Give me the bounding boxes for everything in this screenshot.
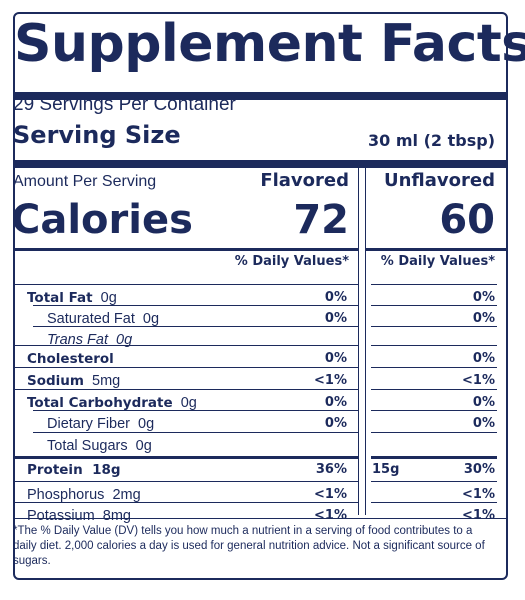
row-divider-unflavored	[371, 432, 497, 433]
unflavored-dv: 0%	[472, 395, 495, 410]
row-divider-flavored	[33, 326, 358, 327]
nutrient-amount: 0g	[130, 416, 155, 432]
nutrient-row: Phosphorus 2mg	[27, 486, 141, 504]
nutrient-amount: 5mg	[83, 373, 121, 389]
row-divider-unflavored	[371, 326, 497, 327]
nutrient-amount: 0g	[92, 290, 117, 306]
panel-title: Supplement Facts	[14, 14, 525, 74]
nutrient-row: Dietary Fiber 0g	[47, 415, 154, 433]
nutrient-name: Protein	[27, 462, 83, 478]
flavored-dv: <1%	[314, 487, 347, 502]
row-divider-unflavored	[371, 481, 497, 482]
nutrient-name: Cholesterol	[27, 351, 114, 367]
nutrient-row: Saturated Fat 0g	[47, 310, 159, 328]
nutrient-name: Total Fat	[27, 290, 93, 306]
unflavored-dv: 30%	[463, 462, 495, 477]
nutrient-amount: 0g	[134, 311, 160, 327]
nutrient-name: Potassium	[27, 508, 95, 524]
unflavored-dv: <1%	[462, 487, 495, 502]
nutrient-name: Dietary Fiber	[47, 416, 130, 432]
unflavored-dv: 0%	[472, 311, 495, 326]
calories-divider-unflavored	[366, 248, 508, 251]
nutrient-name: Total Carbohydrate	[27, 395, 173, 411]
nutrient-row: Total Sugars 0g	[47, 437, 152, 455]
dv-header-unflavored: % Daily Values*	[380, 254, 495, 269]
footnote: *The % Daily Value (DV) tells you how mu…	[13, 525, 485, 567]
unflavored-dv: <1%	[462, 373, 495, 388]
flavored-dv: 0%	[324, 290, 347, 305]
calories-label: Calories	[11, 197, 193, 243]
row-divider-flavored	[33, 305, 358, 306]
nutrient-name: Trans Fat	[47, 332, 108, 348]
footnote-divider	[13, 518, 508, 519]
row-divider-flavored	[33, 410, 358, 411]
nutrient-row: Cholesterol	[27, 350, 114, 368]
serving-divider	[13, 160, 508, 168]
row-divider-unflavored	[371, 305, 497, 306]
row-divider-flavored	[13, 481, 358, 482]
row-divider-flavored	[13, 345, 358, 346]
row-divider-unflavored	[371, 389, 497, 390]
nutrient-row: Total Fat 0g	[27, 289, 117, 307]
nutrient-name: Total Sugars	[47, 438, 128, 454]
row-divider-unflavored	[371, 456, 497, 459]
flavored-dv: 0%	[324, 395, 347, 410]
flavored-dv: 0%	[324, 351, 347, 366]
dv-header-flavored: % Daily Values*	[234, 254, 349, 269]
row-divider-flavored	[13, 456, 358, 459]
nutrient-row: Sodium 5mg	[27, 372, 120, 390]
nutrient-row: Total Carbohydrate 0g	[27, 394, 197, 412]
nutrient-name: Sodium	[27, 373, 84, 389]
serving-size-label: Serving Size	[13, 121, 181, 149]
nutrient-amount: 0g	[107, 332, 133, 348]
title-divider	[13, 92, 508, 100]
unflavored-dv: 0%	[472, 290, 495, 305]
row-divider-unflavored	[371, 410, 497, 411]
supplement-facts-panel	[13, 12, 508, 580]
nutrient-name: Saturated Fat	[47, 311, 135, 327]
row-divider-unflavored	[371, 367, 497, 368]
row-divider-flavored	[13, 502, 358, 503]
nutrient-row: Trans Fat 0g	[47, 331, 132, 349]
servings-per-container: 29 Servings Per Container	[13, 94, 236, 115]
serving-size-value: 30 ml (2 tbsp)	[368, 131, 495, 150]
flavored-column-header: Flavored	[260, 170, 349, 191]
calories-unflavored: 60	[439, 197, 495, 243]
column-separator-left	[358, 164, 359, 515]
nutrient-amount: 0g	[172, 395, 197, 411]
row-divider-unflavored	[371, 284, 497, 285]
nutrient-amount: 0g	[127, 438, 152, 454]
column-separator-right	[365, 164, 366, 515]
nutrient-row: Potassium 8mg	[27, 507, 131, 525]
row-divider-flavored	[13, 367, 358, 368]
unflavored-dv: 0%	[472, 416, 495, 431]
flavored-dv: 0%	[324, 416, 347, 431]
calories-divider-flavored	[13, 248, 358, 251]
nutrient-name: Phosphorus	[27, 487, 105, 503]
amount-per-serving: Amount Per Serving	[13, 173, 157, 190]
flavored-dv: <1%	[314, 508, 347, 523]
row-divider-flavored	[33, 432, 358, 433]
nutrient-row: Protein 18g	[27, 461, 121, 479]
flavored-dv: 0%	[324, 311, 347, 326]
nutrient-amount: 2mg	[104, 487, 141, 503]
unflavored-amount: 15g	[372, 462, 400, 477]
flavored-dv: <1%	[314, 373, 347, 388]
row-divider-flavored	[13, 284, 358, 285]
row-divider-flavored	[13, 389, 358, 390]
row-divider-unflavored	[371, 502, 497, 503]
row-divider-unflavored	[371, 345, 497, 346]
nutrient-amount: 18g	[82, 462, 121, 478]
flavored-dv: 36%	[315, 462, 347, 477]
calories-flavored: 72	[293, 197, 349, 243]
unflavored-dv: 0%	[472, 351, 495, 366]
nutrient-amount: 8mg	[94, 508, 131, 524]
unflavored-column-header: Unflavored	[384, 170, 495, 191]
unflavored-dv: <1%	[462, 508, 495, 523]
